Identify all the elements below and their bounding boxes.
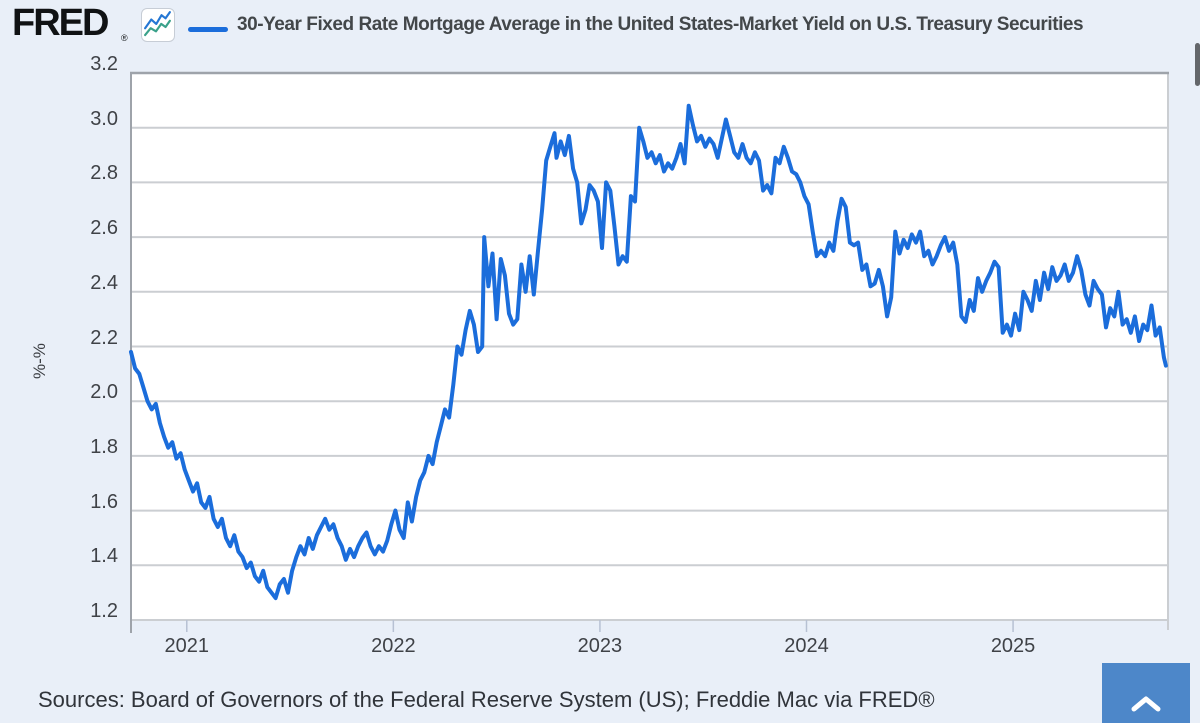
- sources-text: Sources: Board of Governors of the Feder…: [38, 687, 935, 712]
- y-tick-label: 2.4: [90, 271, 118, 294]
- y-tick-label: 3.2: [90, 53, 118, 75]
- x-tick-label: 2022: [371, 635, 416, 657]
- x-tick-label: 2023: [577, 635, 623, 657]
- y-axis-label: %-%: [30, 343, 49, 379]
- fred-sparkline-icon: [141, 8, 175, 42]
- scroll-to-top-button[interactable]: [1102, 663, 1190, 723]
- y-tick-label: 2.2: [90, 326, 118, 349]
- y-tick-label: 1.8: [90, 435, 118, 458]
- x-tick-label: 2021: [164, 635, 210, 657]
- scrollbar-thumb[interactable]: [1195, 43, 1200, 86]
- x-tick-label: 2025: [990, 635, 1036, 657]
- y-tick-label: 3.0: [90, 107, 118, 130]
- y-tick-label: 2.8: [90, 162, 118, 185]
- data-line: [129, 103, 1168, 601]
- series-legend-line: [188, 27, 228, 32]
- y-tick-label: 1.6: [90, 490, 118, 513]
- line-plot[interactable]: [0, 0, 1200, 662]
- y-tick-label: 2.6: [90, 217, 118, 240]
- y-tick-label: 1.4: [90, 545, 118, 568]
- y-tick-label: 1.2: [90, 600, 118, 622]
- chevron-up-icon: [1131, 696, 1161, 712]
- y-tick-label: 2.0: [90, 381, 118, 404]
- x-tick-label: 2024: [784, 635, 829, 657]
- fred-logo[interactable]: FRED: [12, 2, 109, 44]
- registered-trademark: ®: [121, 33, 128, 43]
- chart-title: 30-Year Fixed Rate Mortgage Average in t…: [237, 14, 1084, 35]
